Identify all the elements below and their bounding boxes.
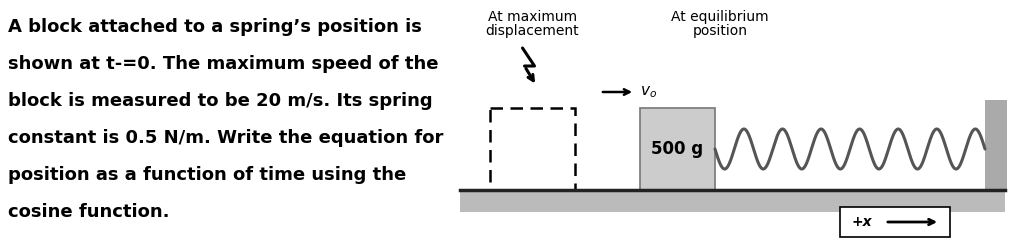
Text: +x: +x (852, 215, 873, 229)
Bar (985, 100, 1007, 190)
Text: displacement: displacement (485, 24, 579, 38)
Text: $v_o$: $v_o$ (640, 84, 657, 100)
Bar (640, 108, 715, 190)
Text: shown at t-=0. The maximum speed of the: shown at t-=0. The maximum speed of the (8, 55, 438, 73)
Text: cosine function.: cosine function. (8, 203, 170, 221)
Text: A block attached to a spring’s position is: A block attached to a spring’s position … (8, 18, 422, 36)
Text: At equilibrium: At equilibrium (671, 10, 769, 24)
Text: constant is 0.5 N/m. Write the equation for: constant is 0.5 N/m. Write the equation … (8, 129, 444, 147)
Bar (840, 207, 950, 237)
Bar (460, 190, 1005, 212)
Text: At maximum: At maximum (487, 10, 577, 24)
Text: position as a function of time using the: position as a function of time using the (8, 166, 407, 184)
Text: block is measured to be 20 m/s. Its spring: block is measured to be 20 m/s. Its spri… (8, 92, 432, 110)
Text: position: position (693, 24, 747, 38)
Bar (490, 108, 575, 190)
Text: 500 g: 500 g (651, 140, 703, 158)
